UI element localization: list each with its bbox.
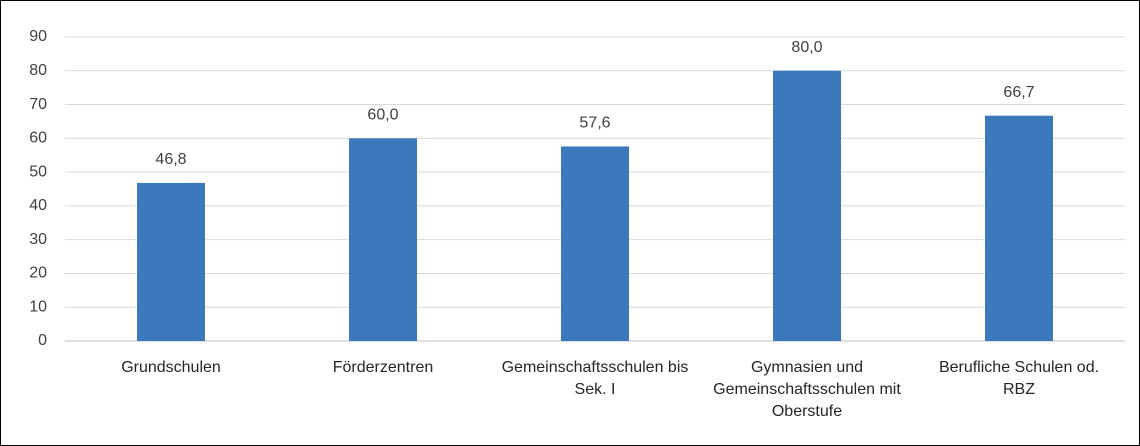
data-label: 66,7 <box>1003 84 1034 101</box>
y-tick-label: 10 <box>29 298 47 315</box>
x-tick-label: Förderzentren <box>332 359 434 376</box>
bar <box>137 182 205 341</box>
y-tick-label: 80 <box>29 62 47 79</box>
bar <box>561 146 629 341</box>
data-label: 57,6 <box>579 115 610 132</box>
y-tick-label: 20 <box>29 265 47 282</box>
x-tick-label: Grundschulen <box>121 359 221 376</box>
bar <box>985 115 1053 341</box>
y-tick-label: 70 <box>29 96 47 113</box>
y-tick-label: 50 <box>29 163 47 180</box>
x-tick-label: Gymnasien und Gemeinschaftsschulen mit O… <box>713 359 901 420</box>
bar <box>773 70 841 342</box>
y-tick-label: 40 <box>29 197 47 214</box>
y-tick-label: 60 <box>29 130 47 147</box>
y-tick-label: 0 <box>38 332 47 349</box>
x-tick-label: Gemeinschaftsschulen bis Sek. I <box>501 359 689 398</box>
data-label: 80,0 <box>791 39 822 56</box>
data-label: 60,0 <box>367 107 398 124</box>
y-tick-label: 90 <box>29 28 47 45</box>
y-tick-label: 30 <box>29 231 47 248</box>
bar <box>349 138 417 341</box>
data-label: 46,8 <box>155 151 186 168</box>
x-tick-label: Berufliche Schulen od. RBZ <box>938 359 1100 398</box>
